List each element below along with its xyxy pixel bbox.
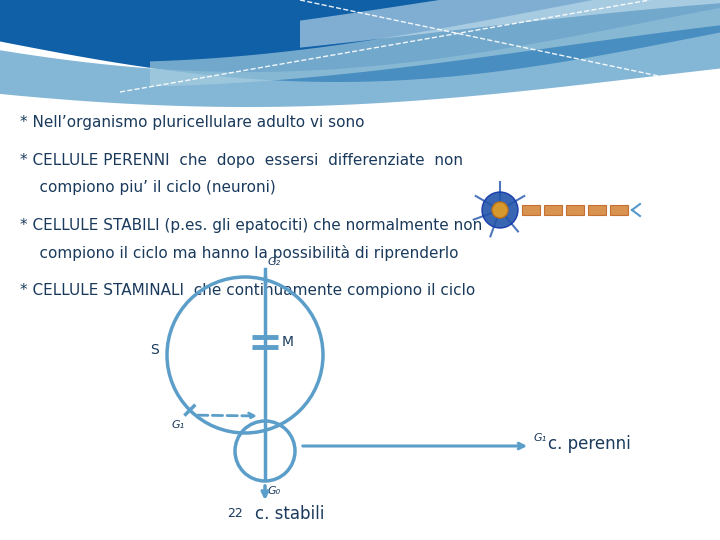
Text: G₁: G₁ bbox=[533, 433, 546, 443]
Text: * CELLULE PERENNI  che  dopo  essersi  differenziate  non: * CELLULE PERENNI che dopo essersi diffe… bbox=[20, 153, 463, 168]
Bar bbox=[0, 0, 720, 97]
Text: * CELLULE STAMINALI  che continuamente compiono il ciclo: * CELLULE STAMINALI che continuamente co… bbox=[20, 283, 475, 298]
Bar bbox=[544, 205, 562, 215]
Bar bbox=[522, 205, 540, 215]
Text: G₂: G₂ bbox=[268, 257, 281, 267]
Text: S: S bbox=[150, 343, 159, 357]
Circle shape bbox=[482, 192, 518, 228]
Polygon shape bbox=[0, 8, 720, 107]
Bar bbox=[566, 205, 584, 215]
Text: c. perenni: c. perenni bbox=[548, 435, 631, 453]
Text: M: M bbox=[282, 335, 294, 349]
Circle shape bbox=[492, 202, 508, 218]
Text: 22: 22 bbox=[228, 507, 243, 520]
Text: c. stabili: c. stabili bbox=[255, 505, 325, 523]
Polygon shape bbox=[150, 0, 720, 86]
Text: compiono il ciclo ma hanno la possibilità di riprenderlo: compiono il ciclo ma hanno la possibilit… bbox=[20, 245, 459, 261]
Text: * Nell’organismo pluricellulare adulto vi sono: * Nell’organismo pluricellulare adulto v… bbox=[20, 115, 364, 130]
Bar bbox=[588, 205, 606, 215]
Text: G₀: G₀ bbox=[268, 486, 281, 496]
Text: compiono piu’ il ciclo (neuroni): compiono piu’ il ciclo (neuroni) bbox=[20, 180, 276, 195]
Polygon shape bbox=[300, 0, 720, 48]
Text: G₁: G₁ bbox=[172, 420, 185, 430]
Bar bbox=[610, 205, 628, 215]
Text: * CELLULE STABILI (p.es. gli epatociti) che normalmente non: * CELLULE STABILI (p.es. gli epatociti) … bbox=[20, 218, 482, 233]
Polygon shape bbox=[0, 32, 720, 102]
